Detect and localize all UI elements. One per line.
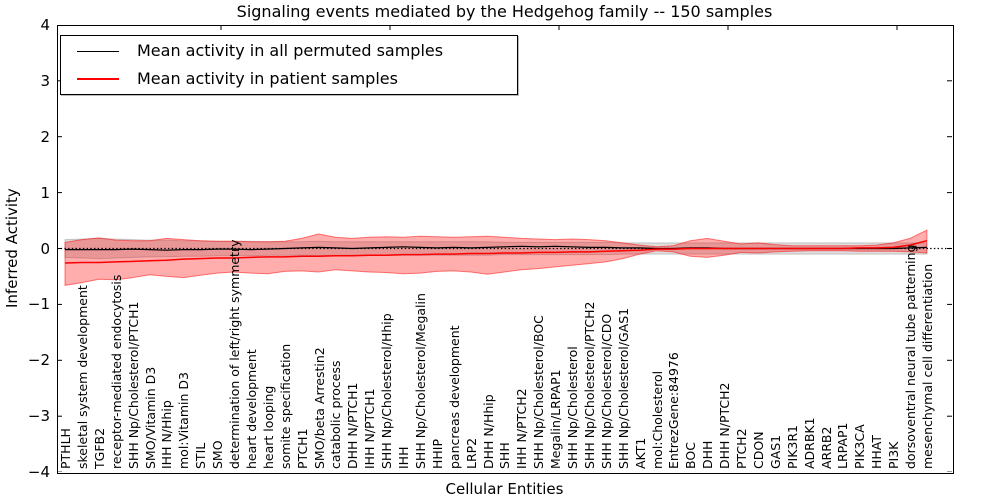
x-category-label: SHH	[497, 442, 513, 469]
y-axis-title: Inferred Activity	[3, 188, 21, 308]
x-category-label: PTHLH	[58, 428, 73, 469]
x-category-label: heart development	[243, 349, 259, 469]
plot-area-border	[57, 25, 954, 474]
x-category-label: ARRB2	[818, 426, 834, 469]
x-axis-title: Cellular Entities	[445, 480, 564, 498]
x-category-label: HHAT	[869, 434, 885, 469]
x-category-label: SHH Np/Cholesterol/GAS1	[615, 307, 631, 469]
y-tick-label: −4	[27, 463, 50, 482]
x-category-label: dorsoventral neural tube patterning	[903, 244, 918, 470]
legend-label-patient: Mean activity in patient samples	[137, 69, 398, 88]
x-category-label: LRPAP1	[835, 422, 851, 469]
x-category-label: Megalin/LRPAP1	[548, 369, 564, 469]
x-category-label: DHH N/Hhip	[480, 394, 496, 469]
patient-mean-line	[64, 239, 928, 264]
x-category-label: pancreas development	[446, 325, 462, 469]
x-category-label: TGFB2	[91, 427, 107, 469]
plot-canvas	[57, 25, 952, 472]
x-category-label: DHH	[700, 440, 716, 469]
y-tick-label: −1	[27, 295, 50, 314]
y-tick-label: 4	[40, 15, 50, 34]
legend-label-permuted: Mean activity in all permuted samples	[137, 41, 444, 60]
x-category-label: BOC	[683, 442, 699, 469]
y-tick-label: −2	[27, 351, 50, 370]
legend-row-permuted: Mean activity in all permuted samples	[61, 39, 517, 63]
x-category-label: SHH Np/Cholesterol/BOC	[531, 315, 547, 469]
x-category-label: DHH N/PTCH1	[345, 382, 361, 469]
x-category-label: IHH N/PTCH1	[362, 388, 378, 469]
x-category-label: STIL	[193, 442, 209, 469]
x-category-label: determination of left/right symmetry	[227, 239, 242, 470]
x-category-label: SMO/Vitamin D3	[142, 366, 158, 469]
patient-line-sample-icon	[77, 78, 119, 80]
x-category-label: SHH Np/Cholesterol	[565, 346, 580, 469]
x-category-label: SMO/beta Arrestin2	[311, 347, 327, 469]
x-category-label: skeletal system development	[74, 285, 90, 469]
y-tick-label: 0	[40, 239, 50, 258]
x-category-label: IHH	[396, 446, 411, 470]
x-category-label: EntrezGene:84976	[666, 352, 682, 469]
x-category-label: SMO	[210, 440, 226, 469]
x-category-label: DHH N/PTCH2	[717, 382, 733, 469]
x-category-label: SHH Np/Cholesterol/PTCH1	[125, 301, 141, 470]
x-category-label: PIK3CA	[852, 424, 868, 469]
x-category-label: ADRBK1	[801, 417, 817, 469]
x-category-label: PIK3R1	[784, 424, 800, 469]
x-category-label: PI3K	[886, 441, 902, 469]
y-tick-label: 1	[40, 183, 50, 202]
y-tick-label: −3	[27, 407, 50, 426]
x-category-label: PTCH1	[294, 428, 310, 469]
x-category-label: heart looping	[260, 385, 276, 469]
x-category-label: catabolic process	[328, 360, 344, 469]
y-tick-label: 3	[40, 71, 50, 90]
x-category-label: CDON	[750, 431, 766, 469]
x-category-label: HHIP	[429, 438, 445, 469]
patient-samples-confidence-band	[64, 229, 928, 286]
x-category-label: mesenchymal cell differentiation	[919, 263, 935, 469]
legend-box: Mean activity in all permuted samples Me…	[60, 35, 518, 95]
x-category-label: SHH Np/Cholesterol/Hhip	[379, 313, 395, 469]
legend-row-patient: Mean activity in patient samples	[61, 67, 517, 91]
x-category-label: PTCH2	[734, 428, 749, 469]
chart-title: Signaling events mediated by the Hedgeho…	[236, 2, 773, 21]
x-category-label: IHH N/Hhip	[159, 400, 175, 469]
x-category-label: mol:Cholesterol	[649, 370, 665, 469]
x-category-label: IHH N/PTCH2	[514, 388, 530, 469]
x-category-label: receptor-mediated endocytosis	[108, 274, 124, 469]
x-category-label: SHH Np/Cholesterol/Megalin	[412, 293, 428, 469]
x-category-label: LRP2	[463, 437, 479, 469]
permuted-line-sample-icon	[77, 50, 119, 52]
x-category-label: mol:Vitamin D3	[176, 372, 192, 469]
x-category-label: SHH Np/Cholesterol/CDO	[598, 313, 614, 469]
x-category-label: GAS1	[767, 434, 783, 469]
x-category-label: SHH Np/Cholesterol/PTCH2	[581, 301, 597, 470]
y-tick-label: 2	[40, 127, 50, 146]
x-category-label: AKT1	[632, 437, 648, 469]
x-category-label: somite specification	[277, 343, 293, 469]
